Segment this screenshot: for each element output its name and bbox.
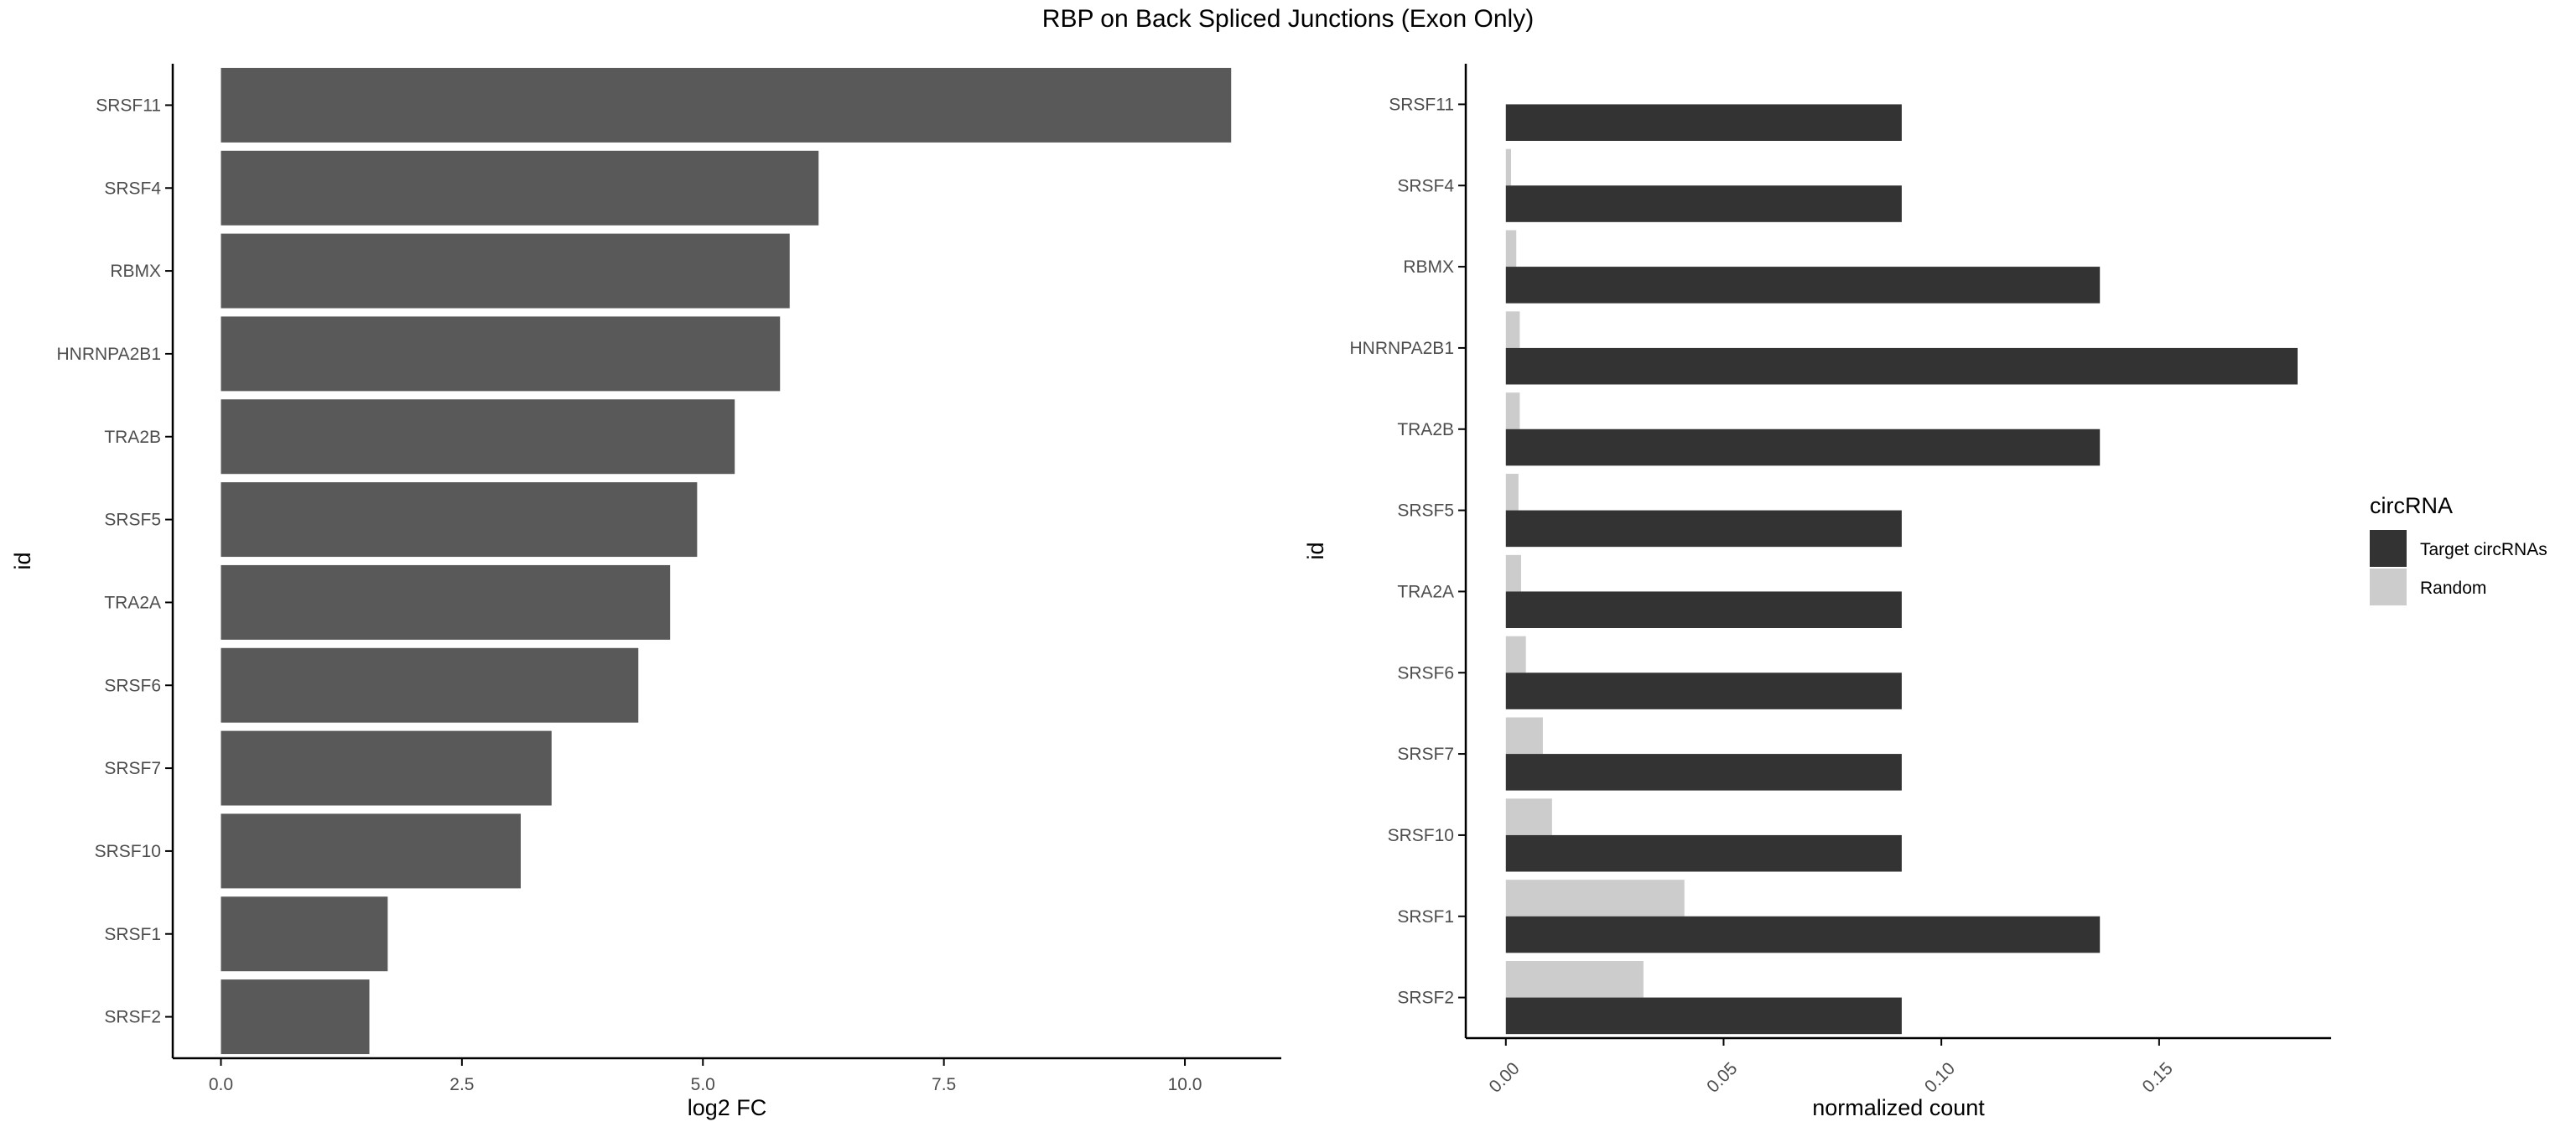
bar-srsf10	[221, 813, 521, 889]
x-tick-label: 0.10	[1921, 1059, 1959, 1097]
y-tick-label: SRSF7	[1397, 745, 1454, 764]
bar-random-rbmx	[1505, 230, 1517, 267]
y-tick-label: RBMX	[110, 262, 161, 281]
figure-title: RBP on Back Spliced Junctions (Exon Only…	[1042, 5, 1534, 33]
bar-random-srsf7	[1505, 717, 1543, 755]
legend-label: Target circRNAs	[2420, 540, 2547, 559]
legend: circRNA Target circRNAs Random	[2370, 493, 2547, 605]
x-tick-label: 2.5	[449, 1075, 474, 1094]
x-tick-label: 0.0	[209, 1075, 233, 1094]
bar-random-srsf4	[1505, 148, 1512, 186]
bar-random-tra2b	[1505, 392, 1520, 429]
bar-target-srsf1	[1505, 916, 2101, 953]
y-tick-label: TRA2A	[104, 593, 161, 612]
bar-srsf6	[221, 647, 639, 723]
x-tick-label: 10.0	[1168, 1075, 1202, 1094]
bar-random-srsf1	[1505, 880, 1685, 917]
y-tick-label: SRSF7	[104, 759, 161, 778]
x-axis-title: normalized count	[1812, 1095, 1985, 1120]
bar-target-tra2a	[1505, 591, 1902, 628]
y-tick-label: SRSF2	[1397, 989, 1454, 1008]
bar-target-srsf10	[1505, 834, 1902, 872]
y-tick-label: TRA2B	[1397, 420, 1454, 439]
bar-rbmx	[221, 233, 790, 309]
bar-target-srsf5	[1505, 510, 1902, 548]
x-tick-label: 5.0	[691, 1075, 715, 1094]
x-tick-label: 0.15	[2139, 1059, 2177, 1097]
y-tick-label: SRSF6	[104, 676, 161, 695]
y-tick-label: SRSF5	[104, 511, 161, 530]
bar-srsf5	[221, 482, 698, 558]
bar-target-tra2b	[1505, 428, 2101, 466]
bar-random-hnrnpa2b1	[1505, 311, 1520, 348]
x-tick-label: 7.5	[932, 1075, 956, 1094]
bar-tra2b	[221, 399, 735, 475]
legend-label: Random	[2420, 579, 2486, 598]
y-axis-title: id	[1303, 542, 1328, 559]
y-tick-label: SRSF1	[1397, 907, 1454, 927]
y-tick-label: SRSF4	[104, 179, 161, 198]
y-tick-label: SRSF6	[1397, 663, 1454, 683]
x-tick-label: 0.00	[1486, 1059, 1524, 1097]
bar-srsf1	[221, 896, 388, 972]
y-tick-label: SRSF11	[96, 96, 161, 115]
bar-tra2a	[221, 564, 671, 640]
bar-target-srsf2	[1505, 997, 1902, 1035]
bar-random-srsf10	[1505, 798, 1552, 835]
y-tick-label: SRSF10	[95, 842, 161, 861]
legend-swatch	[2370, 530, 2407, 567]
y-tick-label: TRA2A	[1397, 582, 1454, 601]
bar-srsf7	[221, 730, 552, 806]
bar-target-srsf4	[1505, 185, 1902, 222]
left-panel-log2fc: SRSF11 SRSF4 RBMX HNRNPA2B1 TRA2B SRSF5 TRA2A S…	[10, 64, 1281, 1120]
y-tick-label: SRSF5	[1397, 501, 1454, 521]
bar-target-srsf6	[1505, 673, 1902, 709]
bar-srsf2	[221, 979, 370, 1055]
y-tick-label: RBMX	[1403, 257, 1454, 277]
bar-target-srsf7	[1505, 754, 1902, 791]
y-tick-label: SRSF11	[1389, 95, 1454, 114]
x-tick-label: 0.05	[1703, 1059, 1741, 1097]
bar-random-srsf6	[1505, 636, 1526, 673]
y-tick-label: SRSF2	[104, 1008, 161, 1027]
bar-srsf4	[221, 150, 819, 226]
y-tick-label: HNRNPA2B1	[57, 345, 161, 364]
legend-title: circRNA	[2370, 493, 2453, 518]
y-tick-label: HNRNPA2B1	[1350, 339, 1454, 358]
bar-random-tra2a	[1505, 554, 1521, 592]
bar-random-srsf2	[1505, 961, 1644, 998]
bar-srsf11	[221, 67, 1232, 143]
x-axis-title: log2 FC	[688, 1095, 767, 1120]
legend-swatch	[2370, 569, 2407, 605]
bar-target-hnrnpa2b1	[1505, 347, 2298, 385]
y-tick-label: SRSF4	[1397, 176, 1454, 195]
y-tick-label: SRSF10	[1388, 826, 1454, 845]
bar-hnrnpa2b1	[221, 316, 781, 392]
y-axis-title: id	[10, 552, 35, 569]
y-tick-label: TRA2B	[104, 428, 161, 447]
bar-target-srsf11	[1505, 104, 1902, 141]
right-panel-normalized-count: SRSF11 SRSF4 RBMX HNRNPA2B1 TRA2B SRSF5 TRA2A S…	[1303, 64, 2331, 1120]
bar-random-srsf5	[1505, 474, 1519, 511]
y-tick-label: SRSF1	[104, 925, 161, 944]
bar-target-rbmx	[1505, 267, 2101, 304]
